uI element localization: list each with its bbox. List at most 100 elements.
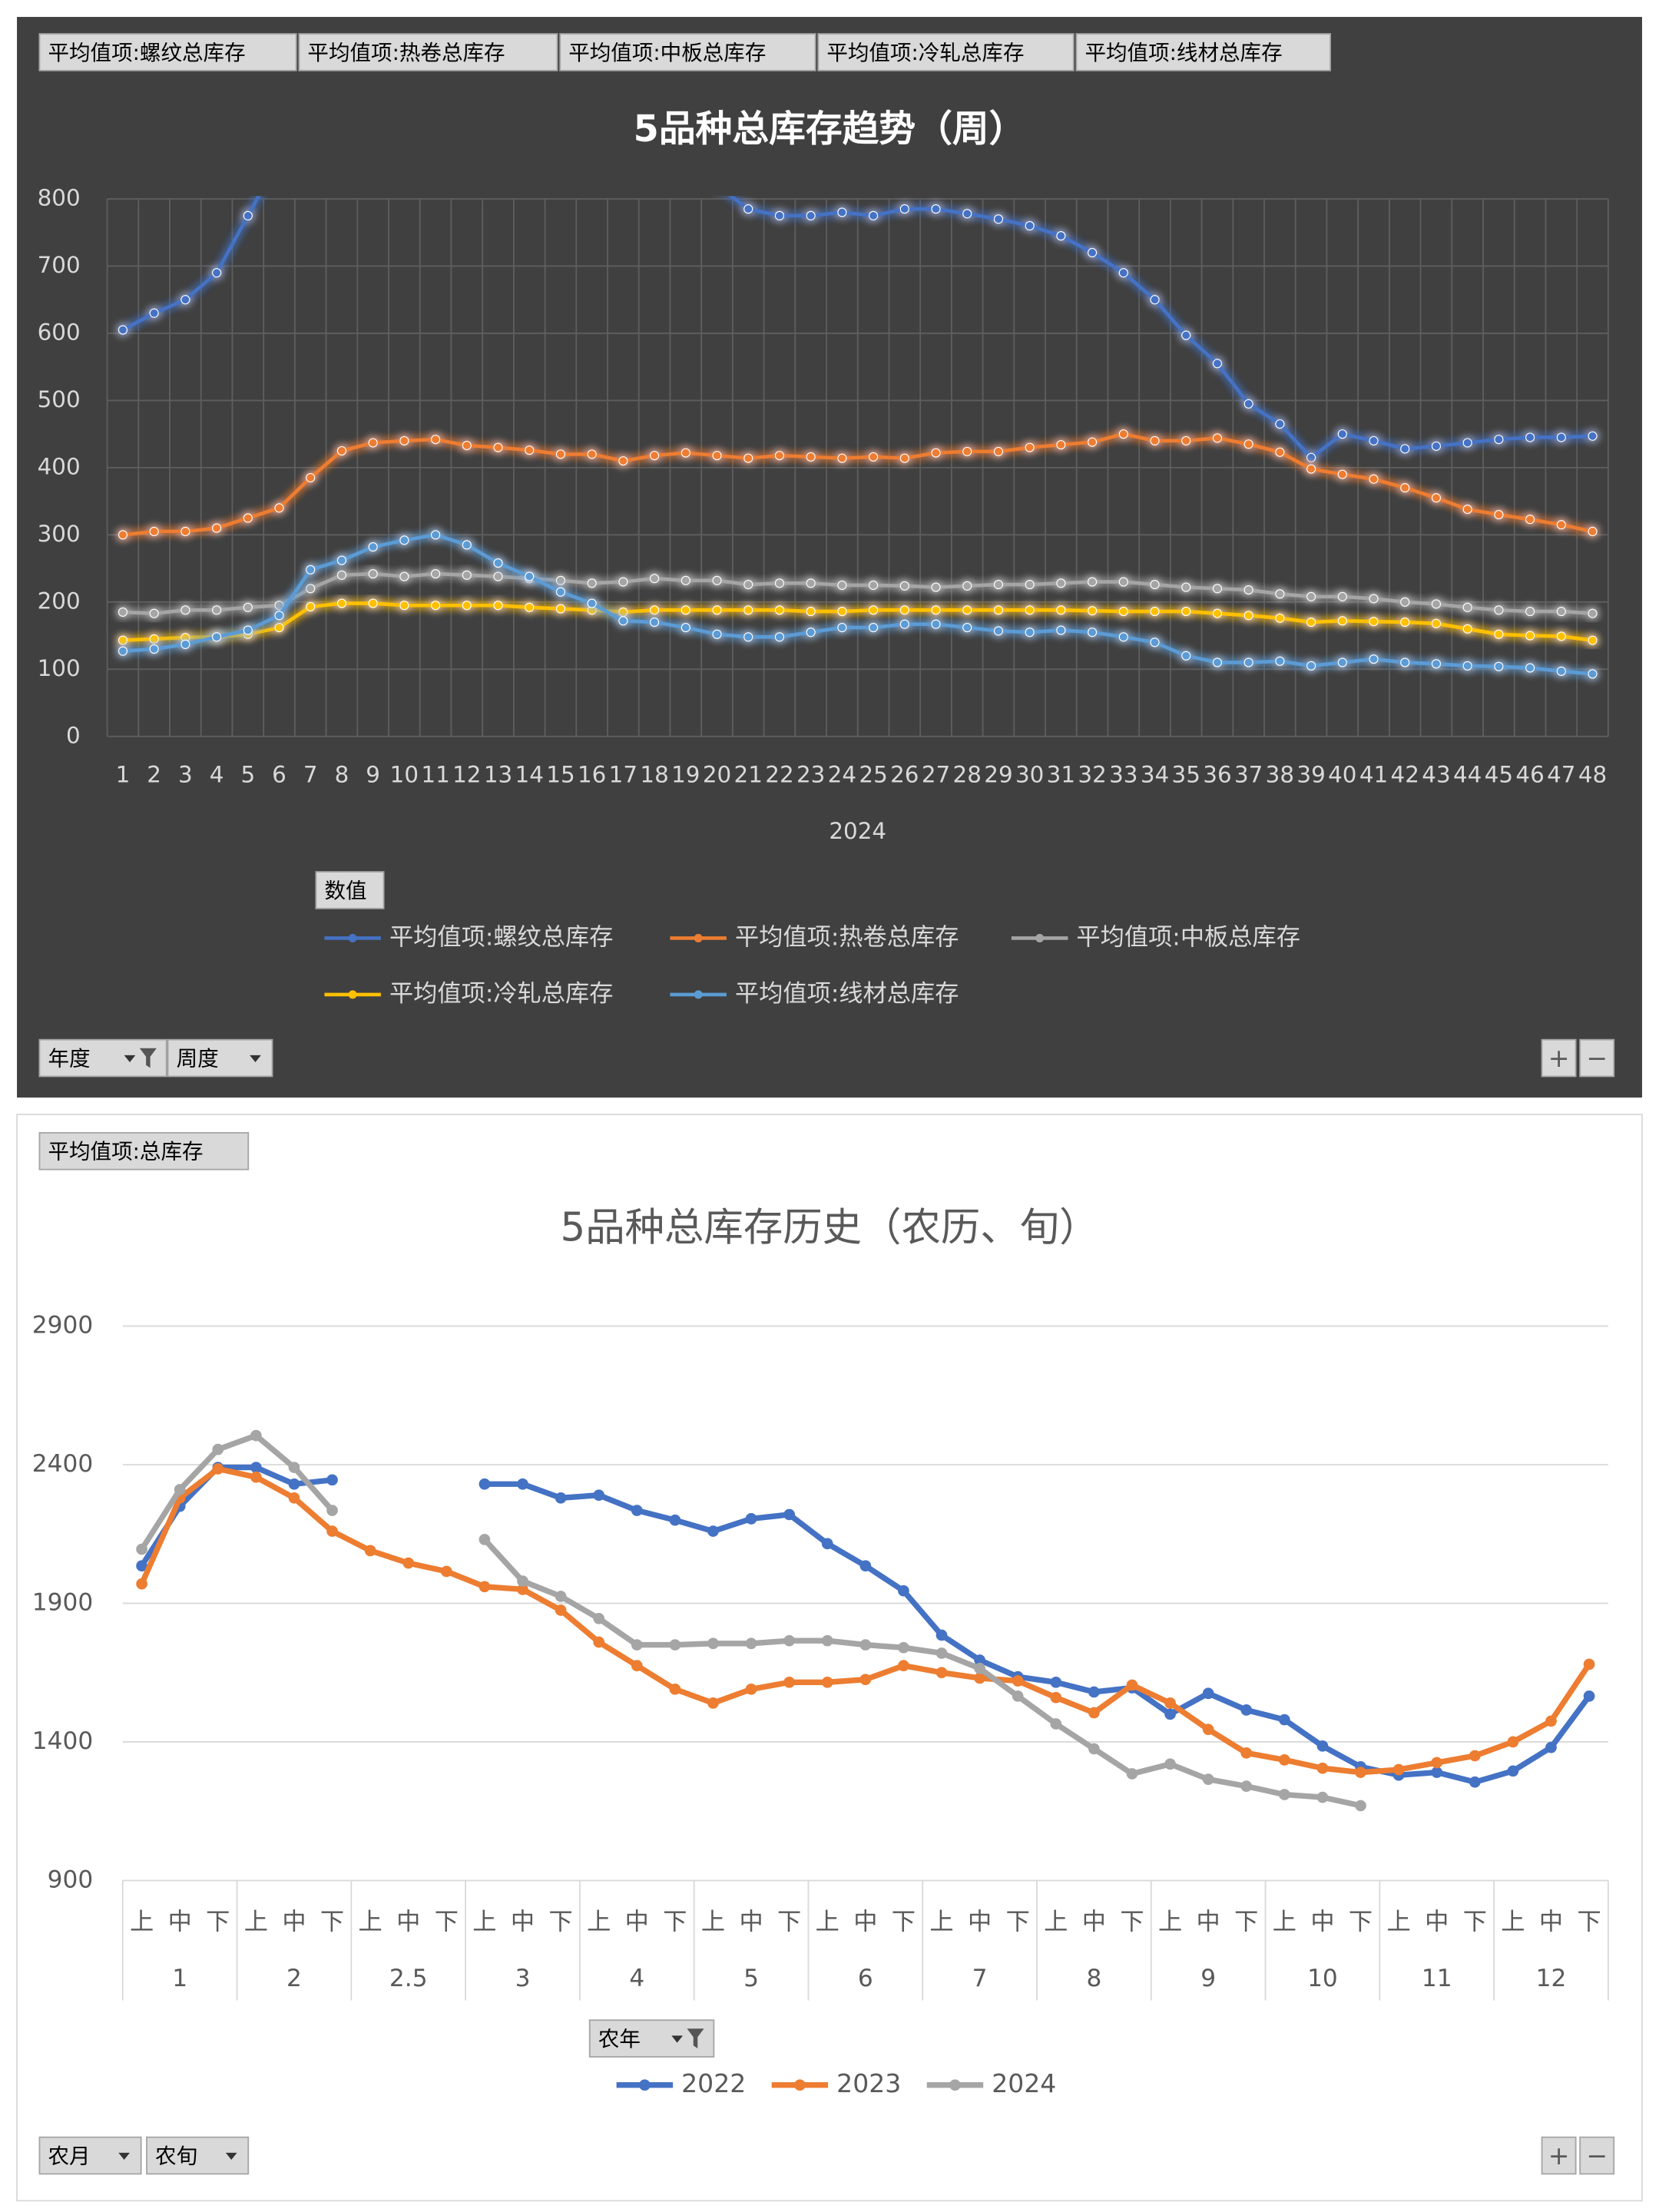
data-point bbox=[326, 1525, 338, 1537]
data-point bbox=[1150, 435, 1160, 445]
button-label[interactable]: 平均值项:螺纹总库存 bbox=[48, 41, 245, 65]
x-tick-label: 下 bbox=[1349, 1908, 1373, 1936]
data-point bbox=[1275, 656, 1285, 666]
y-tick-label: 2900 bbox=[32, 1312, 93, 1339]
zoom-button[interactable] bbox=[1541, 2136, 1577, 2175]
data-point bbox=[555, 1604, 567, 1616]
button-label[interactable]: 平均值项:冷轧总库存 bbox=[826, 41, 1024, 65]
x-tick-label: 中 bbox=[1310, 1908, 1334, 1936]
button-label[interactable]: 数值 bbox=[324, 879, 366, 903]
data-point bbox=[336, 555, 347, 565]
zoom-button[interactable] bbox=[1579, 1038, 1615, 1078]
x-tick-label: 下 bbox=[1120, 1908, 1144, 1936]
data-point bbox=[1164, 1758, 1176, 1770]
data-point bbox=[1355, 1767, 1366, 1778]
data-point bbox=[399, 535, 409, 545]
button-label[interactable]: 农月 bbox=[48, 2144, 90, 2168]
dropdown-arrow[interactable] bbox=[118, 2152, 130, 2161]
button[interactable] bbox=[38, 33, 297, 71]
x-tick-label: 31 bbox=[1047, 762, 1075, 788]
dropdown-arrow[interactable] bbox=[250, 1055, 261, 1063]
data-point bbox=[821, 1634, 833, 1647]
data-point bbox=[869, 452, 879, 462]
data-point bbox=[1369, 654, 1379, 664]
data-point bbox=[1088, 606, 1098, 616]
data-point bbox=[306, 472, 316, 483]
data-point bbox=[1150, 637, 1160, 647]
data-point bbox=[1275, 589, 1285, 599]
data-point bbox=[974, 1662, 985, 1674]
data-point bbox=[859, 1674, 872, 1686]
button[interactable] bbox=[559, 33, 816, 71]
data-point bbox=[525, 602, 535, 612]
button-label[interactable]: 年度 bbox=[48, 1046, 90, 1071]
data-point bbox=[243, 513, 253, 523]
x-tick-label: 中 bbox=[168, 1908, 192, 1936]
zoom-button-label[interactable]: + bbox=[1548, 2141, 1570, 2171]
button[interactable] bbox=[38, 1131, 250, 1171]
data-point bbox=[587, 578, 597, 588]
button[interactable] bbox=[1075, 33, 1331, 71]
button-label[interactable]: 平均值项:热卷总库存 bbox=[307, 41, 505, 65]
dropdown-arrow[interactable] bbox=[671, 2035, 683, 2043]
data-point bbox=[898, 1584, 909, 1597]
series bbox=[136, 1462, 1595, 1788]
data-point bbox=[1306, 591, 1316, 601]
data-point bbox=[1088, 1686, 1100, 1698]
series-line bbox=[122, 601, 1593, 642]
zoom-button-label[interactable]: − bbox=[1586, 1043, 1608, 1073]
zoom-button[interactable] bbox=[1541, 1038, 1577, 1078]
button[interactable] bbox=[38, 1038, 167, 1078]
data-point bbox=[974, 1654, 985, 1666]
data-point bbox=[859, 1639, 872, 1651]
data-point bbox=[1462, 438, 1472, 448]
filter-icon[interactable] bbox=[687, 2028, 704, 2048]
data-point bbox=[118, 635, 128, 645]
zoom-button-label[interactable]: − bbox=[1586, 2141, 1608, 2171]
data-point bbox=[1588, 608, 1598, 618]
button-label[interactable]: 周度 bbox=[177, 1046, 219, 1071]
data-point bbox=[1212, 657, 1223, 667]
filter-icon[interactable] bbox=[139, 1048, 157, 1068]
data-point bbox=[274, 611, 284, 621]
dropdown-arrow[interactable] bbox=[225, 2152, 237, 2161]
legend-marker bbox=[794, 2079, 806, 2091]
dropdown-arrow[interactable] bbox=[124, 1055, 136, 1063]
button-label[interactable]: 农旬 bbox=[155, 2144, 197, 2168]
data-point bbox=[1337, 429, 1347, 439]
button-label[interactable]: 农年 bbox=[598, 2027, 641, 2051]
data-point bbox=[1316, 1740, 1329, 1752]
data-point bbox=[783, 1634, 795, 1647]
data-point bbox=[1337, 469, 1347, 479]
x-tick-label: 43 bbox=[1422, 762, 1450, 788]
data-point bbox=[1088, 1707, 1100, 1719]
button[interactable] bbox=[315, 871, 385, 909]
series-line bbox=[122, 533, 1593, 676]
chart: 平均值项:总库存 5品种总库存历史（农历、旬） 900 1400 1900 2400 290… bbox=[16, 1114, 1643, 2202]
data-point bbox=[1556, 631, 1566, 641]
button[interactable] bbox=[588, 2019, 715, 2058]
data-point bbox=[336, 445, 347, 456]
data-point bbox=[899, 204, 909, 214]
x-tick-label: 上 bbox=[929, 1908, 953, 1936]
data-point bbox=[1431, 493, 1442, 503]
button-label[interactable]: 平均值项:中板总库存 bbox=[568, 41, 766, 65]
data-point bbox=[1525, 432, 1535, 442]
button-label[interactable]: 平均值项:线材总库存 bbox=[1084, 41, 1282, 65]
data-point bbox=[680, 605, 690, 615]
data-point bbox=[618, 577, 628, 587]
button-label[interactable]: 平均值项:总库存 bbox=[48, 1140, 203, 1164]
zoom-button[interactable] bbox=[1579, 2136, 1615, 2175]
series-line bbox=[121, 196, 1593, 460]
x-tick-label: 上 bbox=[701, 1908, 725, 1936]
data-point bbox=[931, 619, 941, 629]
zoom-button-label[interactable]: + bbox=[1548, 1043, 1570, 1073]
data-point bbox=[1088, 437, 1098, 447]
button[interactable] bbox=[817, 33, 1075, 71]
data-point bbox=[136, 1543, 147, 1555]
data-point bbox=[1025, 220, 1035, 231]
data-point bbox=[821, 1538, 833, 1550]
button[interactable] bbox=[298, 33, 558, 71]
x-tick-label: 中 bbox=[1082, 1908, 1106, 1936]
